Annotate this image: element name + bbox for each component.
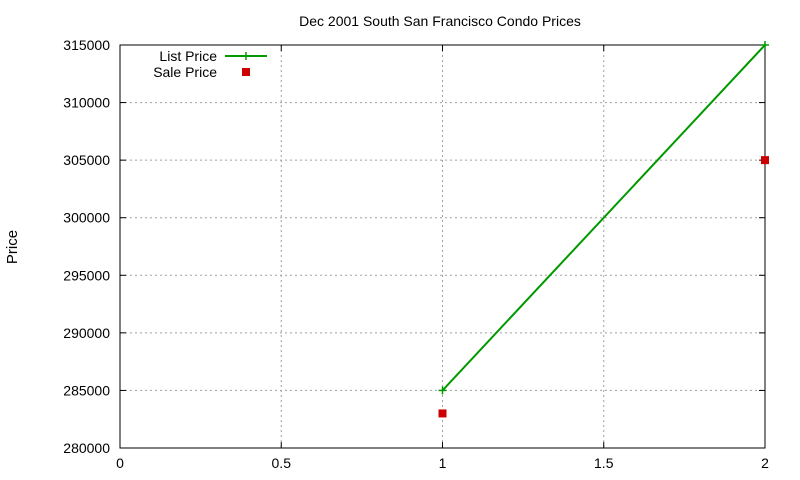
x-tick-label: 0 [116,455,124,471]
legend-swatch-marker [242,52,250,60]
legend-item-list-price: List Price [159,48,267,64]
x-tick-label: 0.5 [272,455,292,471]
y-tick-label: 290000 [63,325,110,341]
data-point-sale-price [438,409,447,418]
y-tick-label: 315000 [63,37,110,53]
grid-lines [120,45,765,448]
x-tick-label: 1 [439,455,447,471]
x-tick-label: 2 [761,455,769,471]
y-axis-label: Price [4,230,21,264]
legend-label: Sale Price [153,64,217,80]
y-tick-label: 285000 [63,382,110,398]
y-tick-label: 280000 [63,440,110,456]
legend-label: List Price [159,48,217,64]
data-point-sale-price [761,156,769,165]
y-tick-label: 295000 [63,267,110,283]
axis-ticks: 0 0.5 1 1.5 2 280000 285000 290000 295000 300000 3… [63,37,769,471]
series-list-price [438,41,769,395]
series-group [438,41,769,418]
series-sale-price [438,156,769,418]
data-point-list-price [438,386,447,395]
y-tick-label: 305000 [63,152,110,168]
legend-swatch-marker [242,68,250,76]
x-tick-label: 1.5 [594,455,614,471]
y-tick-label: 300000 [63,210,110,226]
series-line-list-price [441,44,766,392]
y-tick-label: 310000 [63,95,110,111]
data-point-list-price [761,41,769,49]
chart-title: Dec 2001 South San Francisco Condo Price… [299,13,581,29]
legend-item-sale-price: Sale Price [153,64,250,80]
